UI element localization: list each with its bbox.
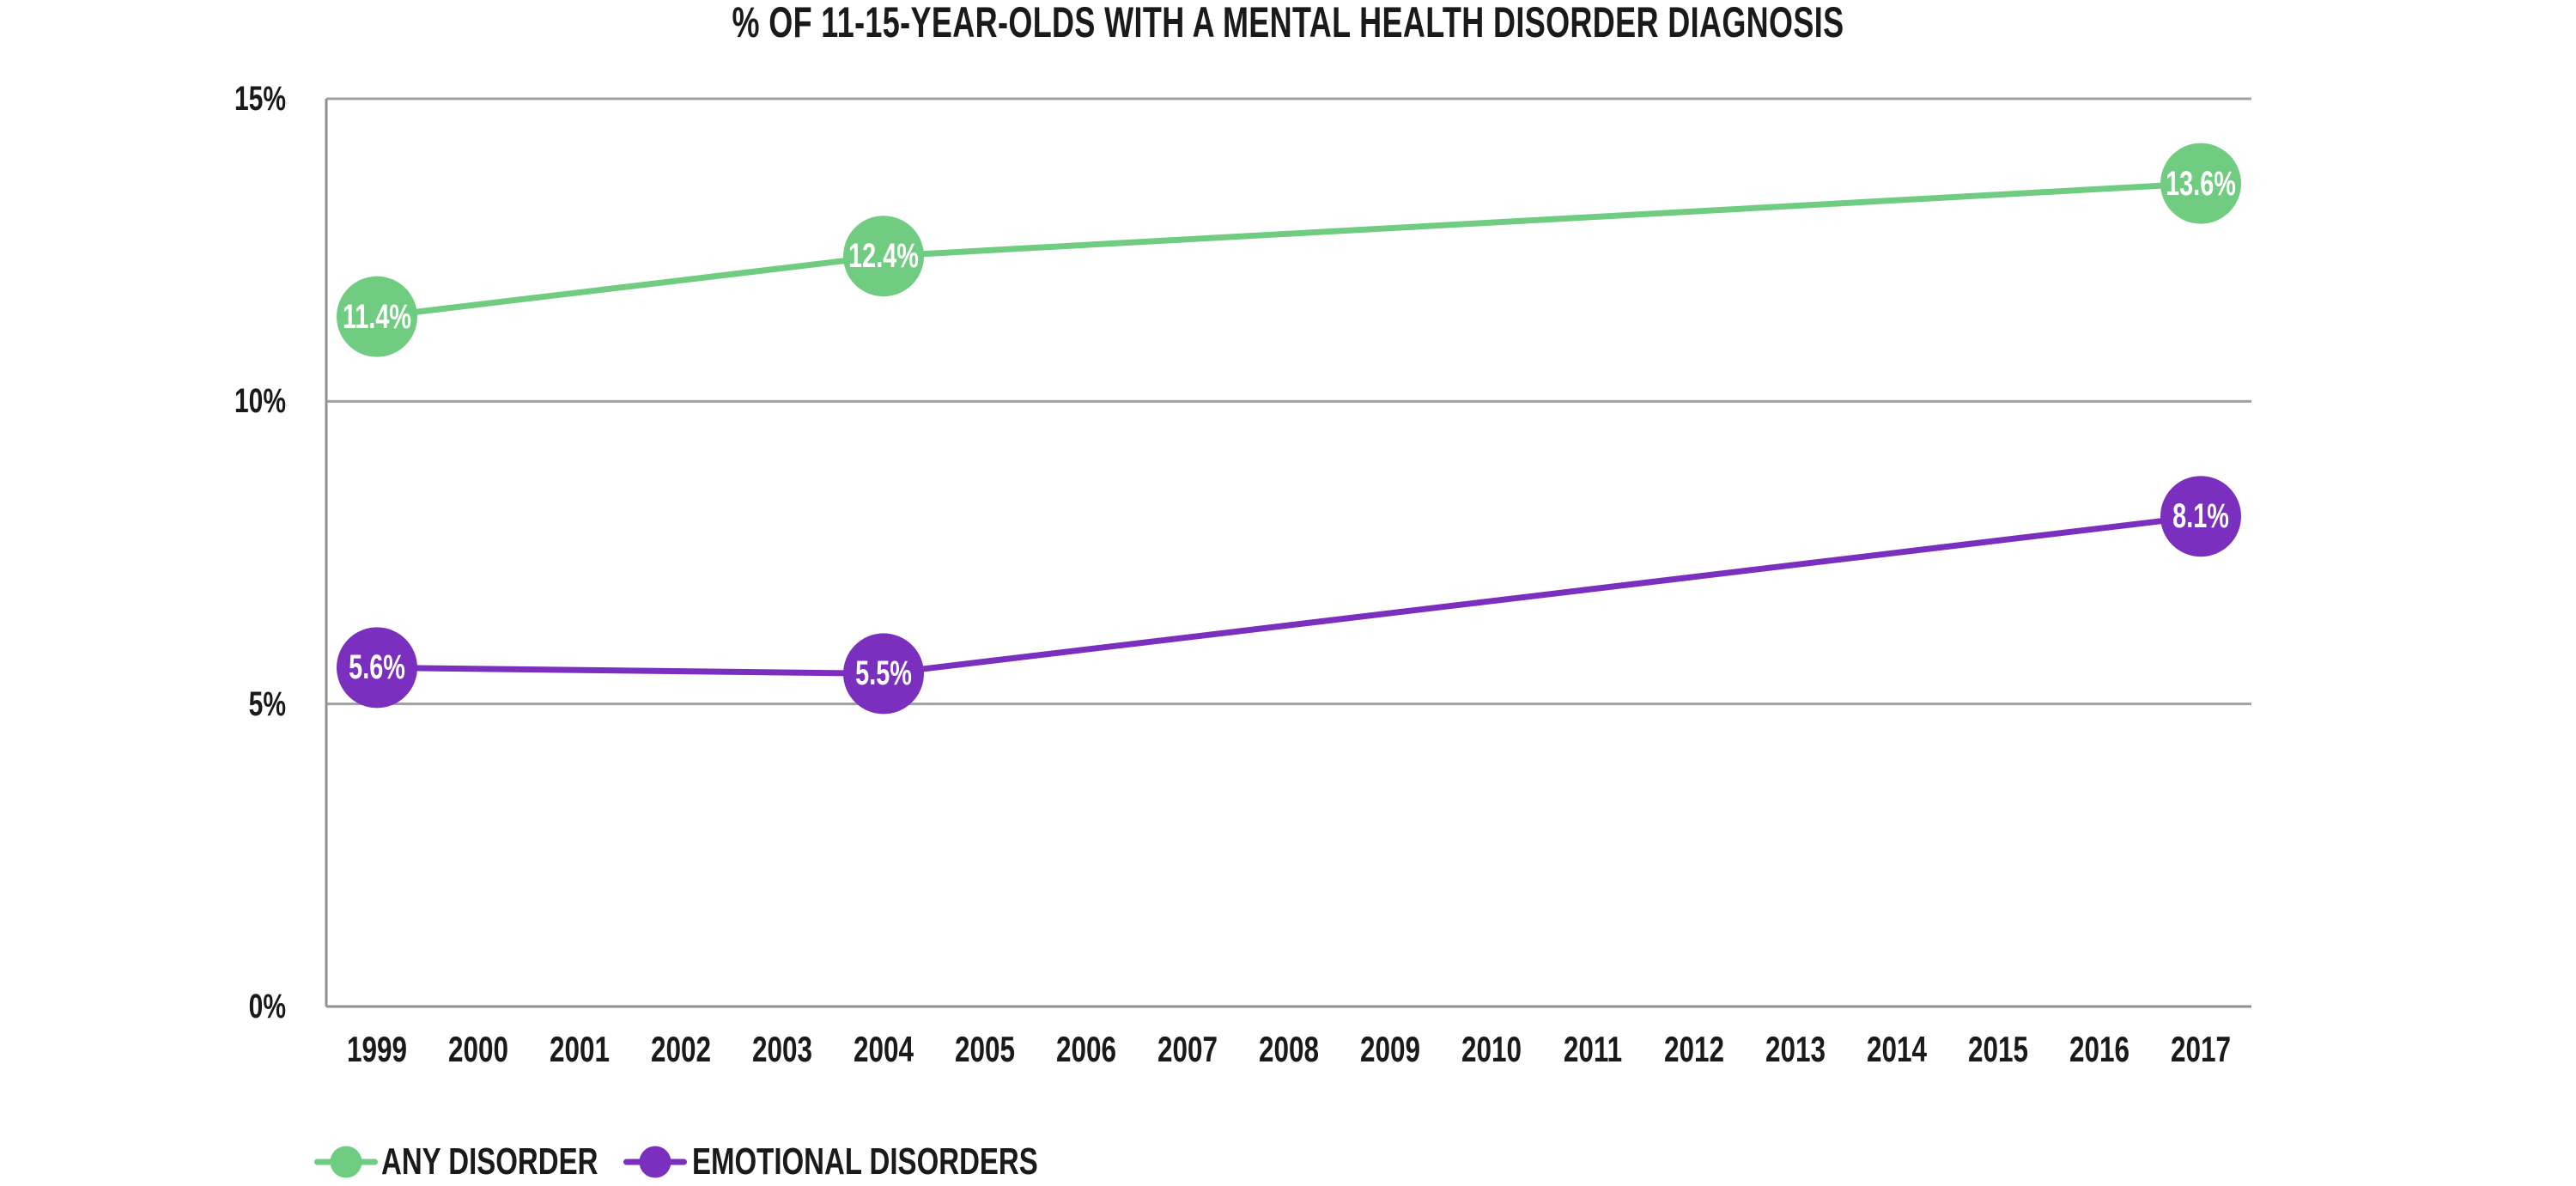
data-point-label-any-disorder-2004: 12.4% bbox=[848, 237, 919, 276]
x-axis-tick-label-2011: 2011 bbox=[1563, 1029, 1623, 1069]
x-axis-tick-label-2010: 2010 bbox=[1461, 1029, 1522, 1069]
data-point-label-emotional-disorders-2004: 5.5% bbox=[855, 654, 912, 693]
data-point-any-disorder-2017 bbox=[2160, 143, 2241, 224]
x-axis-tick-label-2007: 2007 bbox=[1157, 1029, 1218, 1069]
x-axis-tick-label-2017: 2017 bbox=[2170, 1029, 2232, 1069]
legend-label-any-disorder: ANY DISORDER bbox=[381, 1140, 598, 1183]
x-axis-tick-label-2001: 2001 bbox=[549, 1029, 611, 1069]
y-axis-tick-label-5-: 5% bbox=[248, 684, 286, 723]
data-point-label-any-disorder-1999: 11.4% bbox=[342, 297, 412, 336]
series-line-any-disorder bbox=[376, 180, 2202, 320]
x-axis-tick-label-2015: 2015 bbox=[1967, 1029, 2029, 1069]
data-point-any-disorder-1999 bbox=[337, 276, 417, 357]
data-point-emotional-disorders-2004 bbox=[843, 633, 924, 715]
x-axis-tick-label-1999: 1999 bbox=[346, 1029, 408, 1069]
legend-swatch-icon bbox=[639, 1146, 671, 1178]
x-axis-tick-label-2008: 2008 bbox=[1258, 1029, 1320, 1069]
legend-label-emotional-disorders: EMOTIONAL DISORDERS bbox=[692, 1140, 1038, 1183]
data-point-label-any-disorder-2017: 13.6% bbox=[2166, 164, 2236, 203]
x-axis-tick-label-2016: 2016 bbox=[2069, 1029, 2130, 1069]
legend-swatch-icon bbox=[330, 1146, 362, 1178]
series-line-emotional-disorders bbox=[376, 513, 2202, 677]
data-point-emotional-disorders-2017 bbox=[2160, 476, 2241, 557]
y-axis-tick-label-15-: 15% bbox=[234, 80, 286, 118]
chart-title: % OF 11-15-YEAR-OLDS WITH A MENTAL HEALT… bbox=[732, 0, 1844, 46]
x-axis-tick-label-2002: 2002 bbox=[650, 1029, 712, 1069]
x-axis-tick-label-2014: 2014 bbox=[1866, 1029, 1928, 1069]
x-axis-tick-label-2004: 2004 bbox=[853, 1029, 914, 1069]
y-axis-tick-label-0-: 0% bbox=[248, 988, 286, 1025]
data-point-label-emotional-disorders-2017: 8.1% bbox=[2172, 497, 2229, 536]
x-axis-tick-label-2003: 2003 bbox=[751, 1029, 813, 1069]
x-axis-tick-label-2012: 2012 bbox=[1663, 1029, 1725, 1069]
data-point-label-emotional-disorders-1999: 5.6% bbox=[349, 648, 405, 687]
x-axis-tick-label-2006: 2006 bbox=[1055, 1029, 1117, 1069]
data-point-emotional-disorders-1999 bbox=[337, 627, 417, 709]
x-axis-tick-label-2013: 2013 bbox=[1765, 1029, 1826, 1069]
y-axis-tick-label-10-: 10% bbox=[234, 382, 286, 421]
x-axis-tick-label-2005: 2005 bbox=[954, 1029, 1016, 1069]
x-axis-tick-label-2000: 2000 bbox=[447, 1029, 509, 1069]
data-point-any-disorder-2004 bbox=[843, 216, 924, 297]
x-axis-tick-label-2009: 2009 bbox=[1359, 1029, 1421, 1069]
